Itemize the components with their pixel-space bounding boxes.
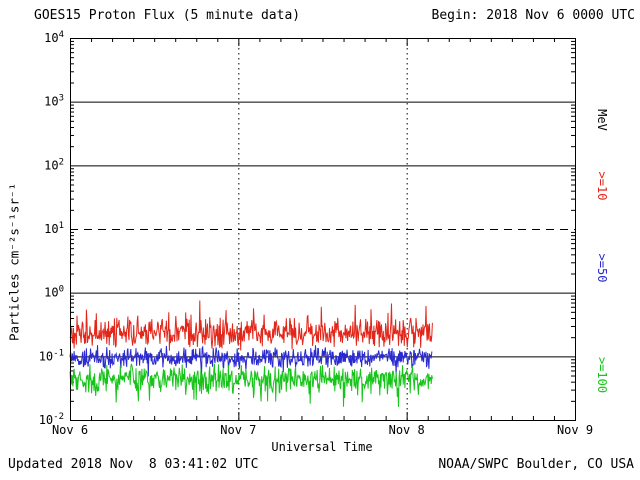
right-label-10: >=10 bbox=[595, 171, 609, 201]
y-tick-label: 10-2 bbox=[39, 412, 64, 427]
x-tick-label: Nov 6 bbox=[52, 423, 88, 437]
y-tick-label: 102 bbox=[44, 157, 64, 172]
series-100mev bbox=[69, 363, 433, 407]
series-50mev bbox=[69, 345, 433, 379]
right-label-mev: MeV bbox=[595, 109, 609, 131]
source-credit: NOAA/SWPC Boulder, CO USA bbox=[438, 457, 634, 472]
y-tick-label: 10-1 bbox=[39, 348, 64, 363]
plot-frame bbox=[70, 38, 576, 421]
right-label-50: >=50 bbox=[595, 253, 609, 283]
x-tick-label: Nov 8 bbox=[389, 423, 425, 437]
y-axis-label: Particles cm⁻²s⁻¹sr⁻¹ bbox=[6, 182, 22, 342]
x-tick-label: Nov 9 bbox=[557, 423, 593, 437]
y-tick-label: 103 bbox=[44, 94, 64, 109]
right-label-100: >=100 bbox=[595, 357, 609, 394]
y-tick-label: 104 bbox=[44, 30, 64, 45]
series-10mev bbox=[69, 300, 433, 351]
x-tick-label: Nov 7 bbox=[220, 423, 256, 437]
updated-timestamp: Updated 2018 Nov 8 03:41:02 UTC bbox=[8, 457, 259, 472]
x-axis-label: Universal Time bbox=[271, 440, 373, 454]
chart-title: GOES15 Proton Flux (5 minute data) bbox=[34, 8, 301, 23]
y-tick-label: 101 bbox=[44, 221, 64, 236]
begin-time-label: Begin: 2018 Nov 6 0000 UTC bbox=[431, 8, 636, 23]
y-tick-label: 100 bbox=[44, 285, 64, 300]
